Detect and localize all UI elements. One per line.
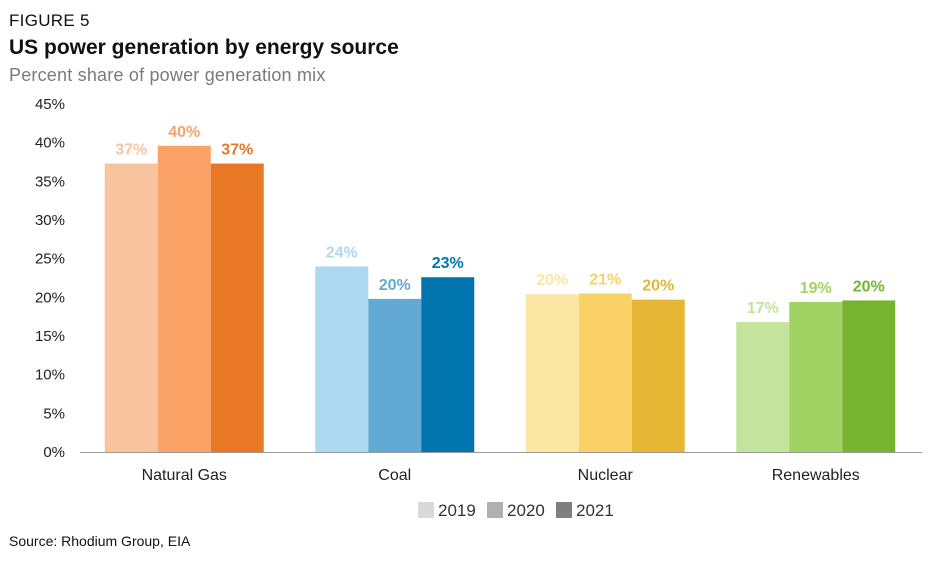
legend-swatch-2019 <box>418 502 434 518</box>
x-tick-label: Renewables <box>772 467 860 484</box>
data-label: 40% <box>168 124 200 141</box>
legend-label: 2021 <box>576 501 614 520</box>
data-label: 37% <box>115 142 147 159</box>
legend-swatch-2020 <box>487 502 503 518</box>
data-label: 20% <box>536 272 568 289</box>
data-label: 19% <box>800 280 832 297</box>
legend-label: 2019 <box>438 501 476 520</box>
y-tick-label: 20% <box>35 289 65 306</box>
bar-renewables-2019 <box>736 322 790 452</box>
data-label: 20% <box>379 277 411 294</box>
y-tick-label: 10% <box>35 367 65 384</box>
bar-renewables-2021 <box>842 300 896 452</box>
y-tick-label: 15% <box>35 328 65 345</box>
bar-renewables-2020 <box>789 301 843 452</box>
chart-title: US power generation by energy source <box>9 36 399 59</box>
bar-natural-gas-2020 <box>157 145 211 452</box>
y-tick-label: 0% <box>43 444 65 461</box>
data-label: 20% <box>853 278 885 295</box>
bar-nuclear-2020 <box>578 293 632 452</box>
x-tick-label: Coal <box>378 467 411 484</box>
bar-natural-gas-2019 <box>104 163 158 452</box>
y-tick-label: 45% <box>35 96 65 113</box>
source-note: Source: Rhodium Group, EIA <box>9 533 191 549</box>
data-label: 20% <box>642 278 674 295</box>
x-tick-label: Natural Gas <box>142 467 227 484</box>
data-label: 37% <box>221 142 253 159</box>
bar-nuclear-2019 <box>525 294 579 452</box>
legend-swatch-2021 <box>556 502 572 518</box>
bar-natural-gas-2021 <box>210 163 264 452</box>
y-tick-label: 5% <box>43 405 65 422</box>
data-label: 17% <box>747 300 779 317</box>
bar-nuclear-2021 <box>631 299 685 452</box>
y-tick-label: 35% <box>35 173 65 190</box>
chart-subtitle: Percent share of power generation mix <box>9 65 326 85</box>
bar-coal-2020 <box>368 298 422 452</box>
bar-coal-2021 <box>421 277 475 452</box>
figure-label: FIGURE 5 <box>9 11 90 30</box>
y-tick-label: 30% <box>35 212 65 229</box>
data-label: 23% <box>432 255 464 272</box>
bar-coal-2019 <box>315 266 369 452</box>
data-label: 24% <box>326 244 358 261</box>
legend-label: 2020 <box>507 501 545 520</box>
data-label: 21% <box>589 271 621 288</box>
x-tick-label: Nuclear <box>578 467 634 484</box>
y-tick-label: 25% <box>35 251 65 268</box>
y-tick-label: 40% <box>35 135 65 152</box>
